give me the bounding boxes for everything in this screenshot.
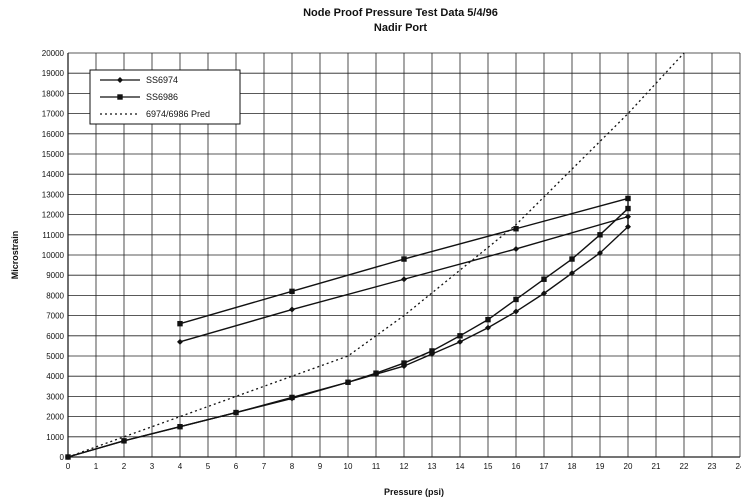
x-tick-label: 24 (736, 462, 741, 471)
legend-label: 6974/6986 Pred (146, 109, 210, 119)
data-point-diamond (177, 338, 183, 345)
data-point-square (625, 205, 631, 212)
x-tick-label: 3 (150, 462, 155, 471)
data-point-square (625, 195, 631, 202)
y-tick-label: 16000 (42, 130, 65, 139)
y-tick-label: 3000 (46, 392, 64, 401)
data-point-square (289, 394, 295, 401)
data-point-square (401, 256, 407, 262)
x-tick-label: 0 (66, 462, 71, 471)
data-point-square (485, 316, 491, 323)
x-tick-label: 6 (234, 462, 239, 471)
chart-title: Node Proof Pressure Test Data 5/4/96 (303, 7, 498, 19)
data-point-square (117, 94, 123, 100)
data-point-diamond (457, 338, 463, 345)
x-tick-label: 5 (206, 462, 211, 471)
x-tick-label: 14 (456, 462, 465, 471)
x-tick-label: 12 (400, 462, 409, 471)
data-point-square (177, 424, 183, 430)
y-tick-label: 6000 (46, 332, 64, 341)
x-tick-labels: 0123456789101112131415161718192021222324 (66, 462, 741, 471)
x-tick-label: 1 (94, 462, 99, 471)
data-point-diamond (541, 290, 547, 297)
x-tick-label: 16 (512, 462, 521, 471)
legend-label: SS6986 (146, 92, 178, 102)
data-point-diamond (401, 276, 407, 283)
y-tick-label: 18000 (42, 89, 65, 98)
legend-label: SS6974 (146, 75, 178, 85)
data-point-square (121, 438, 127, 444)
data-point-diamond (289, 306, 295, 313)
data-point-diamond (485, 324, 491, 331)
x-tick-label: 10 (344, 462, 353, 471)
y-tick-label: 9000 (46, 271, 64, 280)
y-tick-label: 19000 (42, 69, 65, 78)
data-point-square (233, 409, 239, 416)
data-point-square (541, 276, 547, 282)
y-tick-label: 15000 (42, 150, 65, 159)
data-point-square (597, 232, 603, 238)
y-tick-label: 10000 (42, 251, 65, 260)
data-point-diamond (513, 245, 519, 252)
chart-subtitle: Nadir Port (373, 22, 428, 34)
y-tick-label: 12000 (42, 211, 65, 220)
x-tick-label: 11 (372, 462, 381, 471)
series-group (65, 52, 685, 460)
y-tick-label: 4000 (46, 372, 64, 381)
data-point-square (569, 256, 575, 262)
data-point-square (401, 360, 407, 366)
y-tick-label: 20000 (42, 49, 65, 58)
legend: SS6974 SS6986 6974/6986 Pred (89, 69, 241, 125)
x-tick-label: 13 (428, 462, 437, 471)
x-tick-label: 20 (624, 462, 633, 471)
x-tick-label: 22 (680, 462, 689, 471)
y-tick-label: 2000 (46, 413, 64, 422)
y-tick-label: 8000 (46, 291, 64, 300)
x-tick-label: 17 (540, 462, 549, 471)
data-point-square (345, 379, 351, 385)
y-tick-label: 1000 (46, 433, 64, 442)
x-tick-label: 23 (708, 462, 717, 471)
data-point-square (429, 348, 435, 354)
y-tick-label: 0 (60, 453, 65, 462)
x-tick-label: 9 (318, 462, 323, 471)
y-tick-label: 5000 (46, 352, 64, 361)
data-point-square (373, 370, 379, 376)
x-tick-label: 7 (262, 462, 267, 471)
x-tick-label: 15 (484, 462, 493, 471)
data-point-diamond (625, 223, 631, 230)
y-tick-label: 7000 (46, 312, 64, 321)
x-tick-label: 4 (178, 462, 183, 471)
data-point-square (457, 333, 463, 339)
x-tick-label: 2 (122, 462, 127, 471)
y-axis-label: Microstrain (10, 231, 20, 280)
data-point-square (289, 288, 295, 295)
y-tick-labels: 0 1000 2000 3000 4000 5000 6000 7000 8000 9000 100… (42, 49, 65, 462)
data-point-diamond (569, 270, 575, 277)
x-tick-label: 21 (652, 462, 661, 471)
y-tick-label: 14000 (42, 170, 65, 179)
data-point-diamond (625, 213, 631, 220)
y-tick-label: 13000 (42, 190, 65, 199)
x-tick-label: 19 (596, 462, 605, 471)
y-tick-label: 11000 (42, 231, 64, 240)
data-point-diamond (597, 249, 603, 256)
data-point-square (177, 320, 183, 327)
data-point-square (513, 296, 519, 303)
data-point-square (513, 226, 519, 232)
data-point-diamond (117, 77, 123, 83)
data-point-diamond (513, 308, 519, 315)
y-tick-label: 17000 (42, 110, 65, 119)
x-tick-label: 18 (568, 462, 577, 471)
x-axis-label: Pressure (psi) (384, 487, 444, 497)
x-tick-label: 8 (290, 462, 295, 471)
